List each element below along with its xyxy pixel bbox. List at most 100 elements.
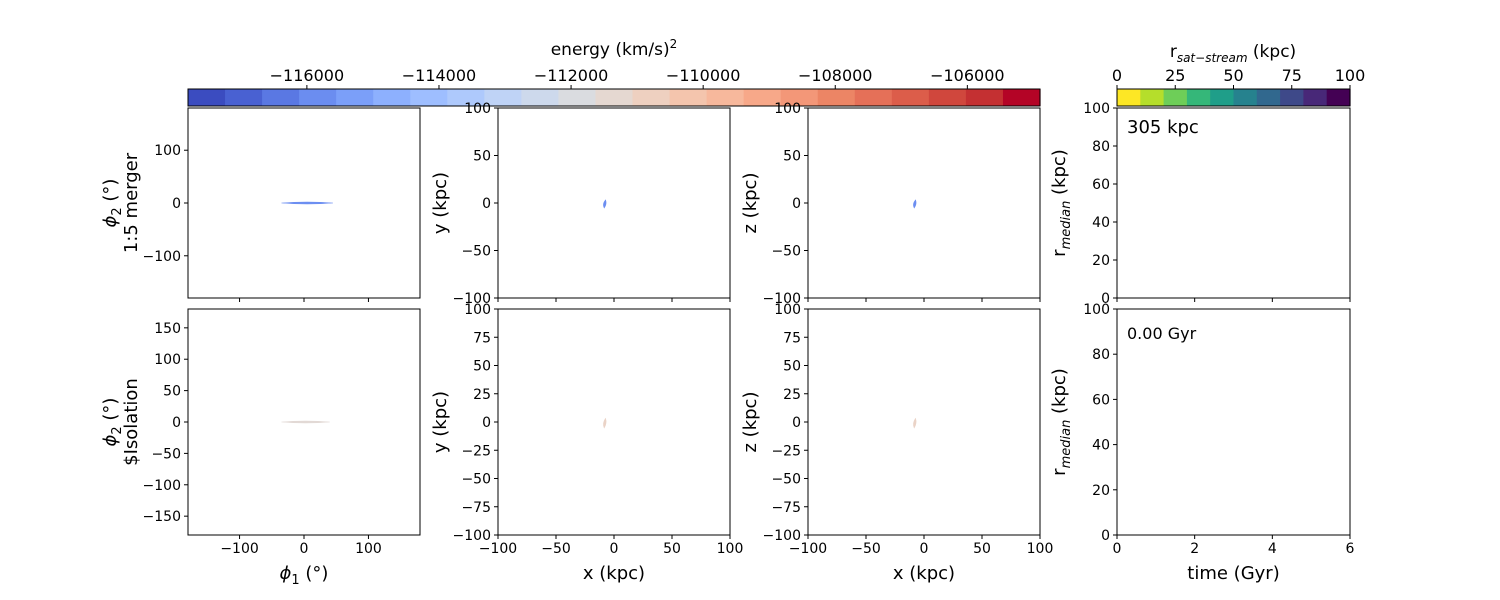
x-tick-label: 0 <box>610 541 619 557</box>
y-tick-label: 0 <box>482 415 491 431</box>
panel-xy-isolation: −100 −50 0 50 100 −100 −75 −50 −25 0 25 50 75 100 y (k… <box>430 302 743 584</box>
y-tick-label: −75 <box>771 500 801 516</box>
colorbar-segment <box>928 89 967 106</box>
x-tick-label: 0 <box>300 541 309 557</box>
energy-colorbar: −116000 −114000 −112000 −110000 −108000 −1060… <box>187 37 1041 107</box>
colorbar-segment <box>854 89 893 106</box>
r-sat-stream-colorbar: 0 25 50 75 100 rsat−stream (kpc) <box>1112 42 1366 107</box>
colorbar-segment <box>521 89 560 106</box>
colorbar-tick-label: −116000 <box>270 66 344 85</box>
y-tick-label: −100 <box>453 528 491 544</box>
colorbar-segment <box>410 89 448 106</box>
y-tick-label: −25 <box>771 443 801 459</box>
colorbar-tick-label: −110000 <box>666 66 740 85</box>
y-tick-label: 150 <box>154 321 181 337</box>
axes-frame <box>497 107 731 299</box>
colorbar-segment <box>1303 89 1328 106</box>
colorbar-tick-label: 0 <box>1112 66 1122 85</box>
y-tick-label: −50 <box>771 472 801 488</box>
x-axis-label: x (kpc) <box>893 563 955 584</box>
colorbar-segment <box>225 89 263 106</box>
stream-particles <box>603 199 607 209</box>
y-tick-label: 60 <box>1092 392 1110 408</box>
colorbar-segment <box>632 89 671 106</box>
axes-frame <box>807 308 1041 536</box>
colorbar-frame <box>187 88 1041 107</box>
y-tick-label: 0 <box>1101 528 1110 544</box>
x-axis-label: time (Gyr) <box>1187 563 1279 584</box>
y-tick-label: −100 <box>143 478 181 494</box>
x-axis-label: x (kpc) <box>583 563 645 584</box>
y-tick-label: 50 <box>783 359 801 375</box>
y-tick-label: 80 <box>1092 347 1110 363</box>
y-tick-label: 80 <box>1092 139 1110 155</box>
colorbar-tick-label: −106000 <box>930 66 1004 85</box>
y-axis-label: y (kpc) <box>430 391 451 453</box>
y-tick-label: 75 <box>783 330 801 346</box>
colorbar-segment <box>188 89 226 106</box>
y-tick-label: 60 <box>1092 177 1110 193</box>
y-tick-label: 100 <box>154 143 181 159</box>
panel-xy-merger: −100 −50 0 50 100 y (kpc) <box>430 101 731 307</box>
x-tick-label: 50 <box>973 541 991 557</box>
panel-phi-isolation: −100 0 100 −150 −100 −50 0 50 100 150 ϕ2 (°) $Isola… <box>100 308 421 588</box>
y-tick-label: −100 <box>143 249 181 265</box>
x-tick-label: 4 <box>1268 541 1277 557</box>
x-tick-label: 100 <box>355 541 382 557</box>
x-tick-label: −100 <box>220 541 258 557</box>
y-tick-label: 0 <box>172 415 181 431</box>
y-axis-label: z (kpc) <box>740 392 761 453</box>
colorbar-segment <box>669 89 708 106</box>
stream-particles <box>913 417 917 429</box>
y-tick-label: 75 <box>473 330 491 346</box>
y-tick-label: 100 <box>464 302 491 318</box>
y-tick-label: 50 <box>163 384 181 400</box>
colorbar-segment <box>1163 89 1188 106</box>
x-tick-label: −50 <box>541 541 571 557</box>
x-tick-label: −100 <box>479 541 517 557</box>
y-tick-label: 50 <box>473 149 491 165</box>
x-axis-label: ϕ1 (°) <box>280 563 329 588</box>
x-tick-label: 2 <box>1190 541 1199 557</box>
axes-frame <box>1116 107 1351 299</box>
y-axis-label-row-name: 1:5 merger <box>121 152 142 253</box>
y-tick-label: 100 <box>464 101 491 117</box>
colorbar-tick-label: −112000 <box>534 66 608 85</box>
colorbar-tick-label: 25 <box>1165 66 1185 85</box>
y-tick-label: 0 <box>792 415 801 431</box>
panel-rmedian-merger: 0 20 40 60 80 100 rmedian (kpc) 305 kpc <box>1049 101 1351 307</box>
y-axis-label: y (kpc) <box>430 172 451 234</box>
colorbar-segment <box>262 89 300 106</box>
x-tick-label: 0 <box>920 541 929 557</box>
colorbar-tick-label: 50 <box>1223 66 1243 85</box>
y-tick-label: 25 <box>473 387 491 403</box>
y-tick-label: 20 <box>1092 253 1110 269</box>
panel-annotation: 0.00 Gyr <box>1127 324 1197 343</box>
colorbar-segment <box>1210 89 1235 106</box>
colorbar-tick-label: 100 <box>1335 66 1366 85</box>
colorbar-segment <box>1186 89 1211 106</box>
x-tick-label: 50 <box>663 541 681 557</box>
y-axis-label: rmedian (kpc) <box>1049 368 1074 476</box>
y-tick-label: −50 <box>461 244 491 260</box>
colorbar-tick-label: 75 <box>1282 66 1302 85</box>
colorbar-segment <box>1117 89 1141 106</box>
colorbar-segment <box>891 89 930 106</box>
y-axis-label: ϕ2 (°) <box>100 398 125 447</box>
y-tick-label: 0 <box>1101 291 1110 307</box>
colorbar-label: rsat−stream (kpc) <box>1170 42 1296 65</box>
y-tick-label: 100 <box>154 352 181 368</box>
colorbar-segment <box>817 89 856 106</box>
axes-frame <box>807 107 1041 299</box>
colorbar-segment <box>1140 89 1165 106</box>
colorbar-segment <box>1256 89 1281 106</box>
y-tick-label: 100 <box>1083 302 1110 318</box>
y-tick-label: −100 <box>763 528 801 544</box>
colorbar-label: energy (km/s)2 <box>551 37 678 60</box>
x-tick-label: 100 <box>1027 541 1054 557</box>
colorbar-segment <box>743 89 782 106</box>
colorbar-segment <box>1233 89 1258 106</box>
colorbar-segment <box>1280 89 1304 106</box>
colorbar-tick-label: −108000 <box>798 66 872 85</box>
